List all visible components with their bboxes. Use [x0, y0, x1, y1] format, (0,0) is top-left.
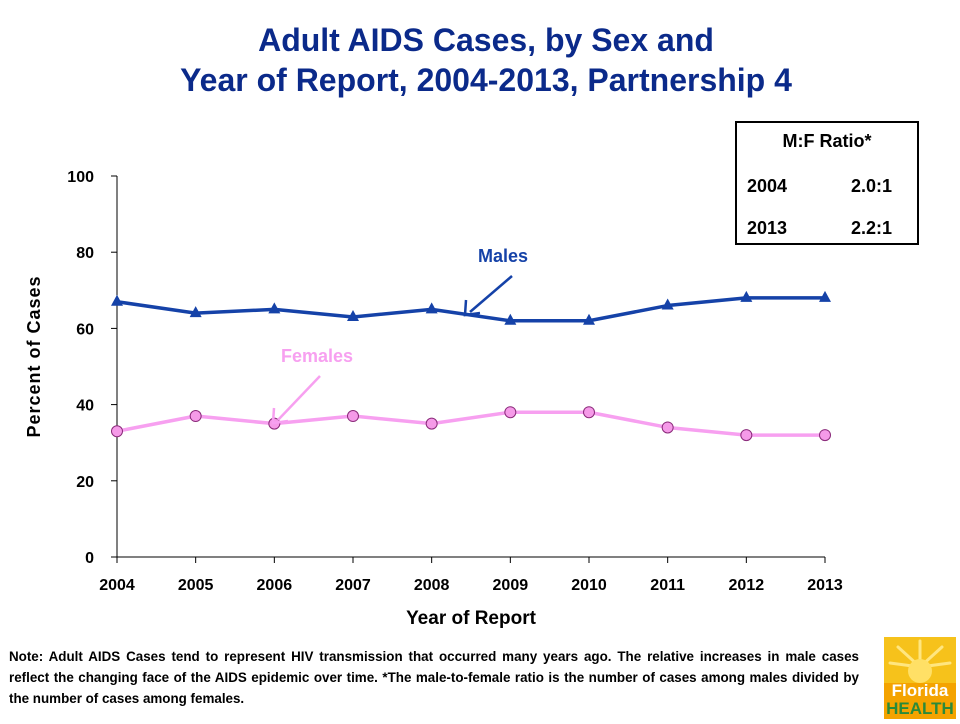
- males-point: [347, 309, 359, 321]
- ratio-box: M:F Ratio* 2004 2.0:1 2013 2.2:1: [735, 121, 919, 245]
- y-tick-label: 60: [76, 321, 94, 338]
- ratio-value: 2.0:1: [851, 176, 893, 196]
- females-point: [425, 417, 438, 430]
- females-point: [189, 410, 202, 423]
- y-tick-label: 80: [76, 245, 94, 262]
- ratio-year: 2013: [747, 218, 788, 238]
- females-point: [583, 406, 595, 419]
- x-tick-label: 2008: [414, 577, 450, 594]
- x-tick-label: 2010: [571, 577, 607, 594]
- chart-title: Adult AIDS Cases, by Sex and Year of Rep…: [0, 20, 960, 100]
- y-tick-label: 100: [67, 169, 94, 186]
- ratio-year: 2004: [747, 176, 788, 196]
- y-tick-label: 20: [76, 474, 94, 491]
- males-point: [661, 298, 674, 310]
- x-tick-label: 2011: [650, 577, 685, 594]
- females-point: [740, 429, 753, 442]
- males-point: [819, 290, 831, 302]
- males-point: [583, 313, 595, 325]
- x-tick-label: 2013: [807, 577, 843, 594]
- ratio-box-title: M:F Ratio*: [782, 131, 872, 151]
- x-tick-label: 2009: [493, 577, 529, 594]
- sun-icon: [884, 637, 956, 719]
- males-point: [189, 306, 202, 318]
- females-point: [819, 429, 831, 442]
- title-line-1: Adult AIDS Cases, by Sex and: [258, 22, 714, 58]
- males-point: [425, 302, 438, 314]
- females-arrowhead: [271, 407, 289, 425]
- females-point: [504, 406, 517, 419]
- females-label: Females: [281, 346, 353, 366]
- females-point: [661, 421, 674, 434]
- x-tick-label: 2012: [729, 577, 765, 594]
- males-point: [504, 313, 517, 325]
- x-tick-label: 2004: [99, 577, 135, 594]
- males-arrow: [469, 275, 513, 313]
- females-point: [111, 425, 123, 438]
- females-point: [347, 410, 359, 423]
- x-tick-label: 2005: [178, 577, 214, 594]
- logo-text-florida: Florida: [891, 681, 949, 700]
- ratio-value: 2.2:1: [851, 218, 893, 238]
- logo-text-health: HEALTH: [886, 699, 954, 718]
- females-arrow: [277, 375, 321, 421]
- males-label: Males: [478, 246, 528, 266]
- y-axis-title: Percent of Cases: [24, 275, 44, 437]
- males-line: [116, 296, 825, 323]
- males-arrowhead: [463, 299, 481, 317]
- x-tick-label: 2007: [335, 577, 371, 594]
- males-point: [111, 294, 123, 306]
- y-tick-label: 40: [76, 398, 94, 415]
- males-point: [268, 302, 281, 314]
- y-tick-label: 0: [85, 550, 94, 567]
- footnote: Note: Adult AIDS Cases tend to represent…: [9, 649, 859, 706]
- florida-health-logo: Florida HEALTH: [884, 637, 956, 719]
- x-axis-title: Year of Report: [406, 608, 537, 629]
- females-line: [116, 410, 825, 437]
- title-line-2: Year of Report, 2004-2013, Partnership 4: [180, 62, 792, 98]
- males-point: [740, 290, 753, 302]
- line-chart: 0 20 40 60 80 100 2004 2005 2006 2007 2008 2009 2010…: [24, 169, 843, 629]
- x-tick-label: 2006: [257, 577, 293, 594]
